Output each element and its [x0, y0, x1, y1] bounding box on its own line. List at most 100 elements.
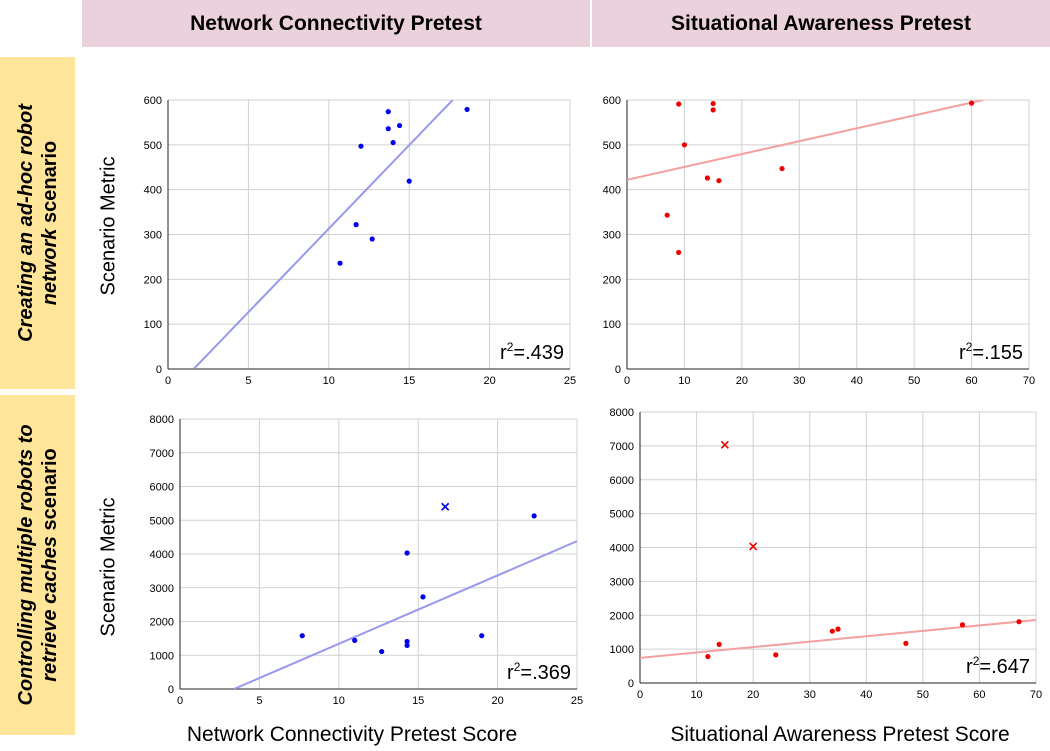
- row-label-line2: scenario: [38, 448, 61, 537]
- y-tick-label: 3000: [150, 583, 174, 595]
- y-tick-label: 1000: [150, 650, 174, 662]
- x-tick-label: 25: [571, 695, 583, 707]
- x-tick-label: 10: [323, 375, 335, 387]
- data-point: [385, 126, 391, 132]
- y-tick-label: 7000: [610, 441, 634, 453]
- data-point: [406, 178, 412, 184]
- y-tick-label: 3000: [610, 576, 634, 588]
- y-axis-label-top: Scenario Metric: [97, 156, 120, 296]
- r-squared-value: =.647: [979, 656, 1030, 678]
- y-tick-label: 4000: [610, 543, 634, 555]
- x-tick-label: 0: [637, 689, 643, 701]
- y-tick-label: 100: [144, 319, 162, 331]
- y-tick-label: 500: [603, 140, 621, 152]
- trendline: [640, 618, 1036, 659]
- x-tick-label: 50: [917, 689, 929, 701]
- data-point: [664, 212, 670, 218]
- data-point: [959, 622, 966, 628]
- y-tick-label: 600: [603, 95, 621, 107]
- data-point: [773, 652, 779, 658]
- x-tick-label: 10: [678, 375, 690, 387]
- y-tick-label: 7000: [150, 448, 174, 460]
- r-squared-superscript: 2: [973, 654, 980, 668]
- data-point: [716, 178, 722, 184]
- data-point: [710, 107, 716, 113]
- row-label-line1: Creating an ad-hoc robot: [14, 104, 37, 342]
- row-header-label: Controlling multiple robots to retrieve …: [14, 424, 62, 705]
- r-squared-label: r2=.155: [959, 340, 1023, 364]
- x-tick-label: 5: [245, 375, 251, 387]
- data-point: [681, 142, 688, 148]
- y-tick-label: 0: [156, 364, 162, 376]
- scatter-chart-bottom-right: 0 1000 2000 3000 4000 5000 6000 7000 8000 0 10 20 30…: [610, 407, 1043, 701]
- r-squared-superscript: 2: [507, 340, 514, 354]
- y-tick-label: 500: [144, 140, 162, 152]
- r-squared-value: =.369: [520, 662, 571, 684]
- data-point: [968, 100, 975, 106]
- x-tick-label: 0: [177, 695, 183, 707]
- x-tick-label: 10: [333, 695, 345, 707]
- data-point: [903, 640, 909, 646]
- y-tick-label: 8000: [150, 414, 174, 426]
- row-label-line1: Controlling multiple robots to: [14, 424, 37, 706]
- trendline: [193, 100, 454, 369]
- y-tick-label: 8000: [610, 407, 634, 419]
- data-point: [1016, 619, 1022, 625]
- y-tick-label: 1000: [610, 644, 634, 656]
- trendline: [627, 100, 984, 181]
- y-tick-label: 400: [144, 185, 162, 197]
- outlier-point: [720, 440, 729, 449]
- data-point: [704, 175, 710, 181]
- x-tick-label: 40: [860, 689, 872, 701]
- outlier-stroke: [441, 502, 450, 511]
- outlier-stroke: [720, 440, 729, 449]
- data-point: [352, 637, 358, 643]
- row-header-label: Creating an ad-hoc robot network scenari…: [14, 104, 62, 342]
- y-tick-label: 400: [603, 185, 621, 197]
- y-tick-label: 0: [615, 364, 621, 376]
- outlier-point: [441, 502, 450, 511]
- scatter-chart-bottom-left: 0 1000 2000 3000 4000 5000 6000 7000 8000 0 5 10 15 2…: [150, 414, 584, 707]
- x-tick-label: 20: [736, 375, 748, 387]
- r-squared-label: r2=.369: [507, 660, 571, 684]
- trendline: [233, 540, 577, 689]
- y-tick-label: 300: [603, 230, 621, 242]
- x-tick-label: 30: [793, 375, 805, 387]
- r-squared-value: =.439: [513, 342, 564, 364]
- data-point: [779, 165, 785, 172]
- data-point: [404, 638, 410, 645]
- x-tick-label: 0: [165, 375, 171, 387]
- y-tick-label: 300: [144, 230, 162, 242]
- data-point: [716, 641, 722, 647]
- x-tick-label: 10: [690, 689, 702, 701]
- outlier-stroke: [749, 542, 758, 551]
- r-squared-r: r: [966, 656, 973, 678]
- x-tick-label: 20: [483, 375, 495, 387]
- row-label-line2-italic: network: [38, 228, 61, 306]
- column-header-label: Network Connectivity Pretest: [190, 11, 482, 35]
- data-point: [379, 648, 385, 655]
- y-tick-label: 0: [628, 678, 634, 690]
- x-tick-label: 70: [1023, 375, 1035, 387]
- column-header-network-connectivity: Network Connectivity Pretest: [82, 0, 590, 47]
- x-tick-label: 25: [564, 375, 576, 387]
- y-tick-label: 4000: [150, 549, 174, 561]
- data-point: [404, 550, 410, 556]
- data-point: [404, 642, 410, 649]
- x-tick-label: 30: [804, 689, 816, 701]
- y-axis-label-bottom: Scenario Metric: [97, 497, 120, 637]
- data-point: [337, 260, 343, 266]
- data-point: [676, 249, 682, 256]
- row-label-line2-italic: retrieve caches: [38, 536, 61, 682]
- data-point: [479, 633, 485, 639]
- r-squared-r: r: [507, 662, 514, 684]
- y-tick-label: 5000: [150, 515, 174, 527]
- y-tick-label: 600: [144, 95, 162, 107]
- data-point: [829, 628, 835, 634]
- y-tick-label: 200: [144, 274, 162, 286]
- data-point: [420, 594, 426, 600]
- data-point: [531, 513, 537, 519]
- y-tick-label: 6000: [150, 482, 174, 494]
- data-point: [396, 122, 403, 129]
